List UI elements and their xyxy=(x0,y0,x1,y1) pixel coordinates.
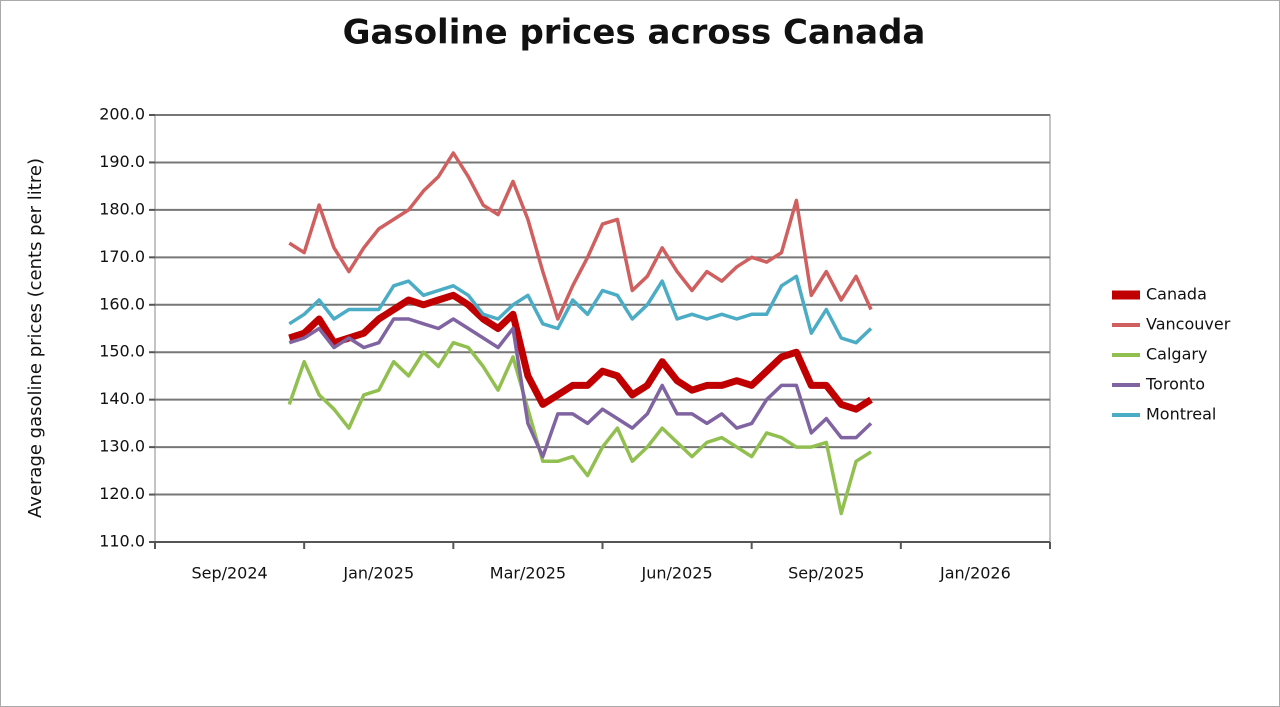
legend-label: Calgary xyxy=(1146,345,1207,364)
series-line xyxy=(287,340,872,516)
series-line xyxy=(288,151,873,321)
series-line xyxy=(288,291,873,413)
chart-title: Gasoline prices across Canada xyxy=(343,13,926,53)
x-tick-label: Sep/2025 xyxy=(788,564,864,583)
legend-label: Toronto xyxy=(1145,375,1205,394)
y-tick-label: 120.0 xyxy=(99,484,145,503)
y-tick-label: 200.0 xyxy=(99,105,145,124)
y-axis-label: Average gasoline prices (cents per litre… xyxy=(25,158,46,518)
x-tick-label: Sep/2024 xyxy=(191,564,267,583)
x-tick-label: Jan/2026 xyxy=(939,564,1011,583)
y-tick-label: 130.0 xyxy=(99,437,145,456)
y-tick-label: 140.0 xyxy=(99,389,145,408)
y-tick-label: 190.0 xyxy=(99,152,145,171)
series-line xyxy=(288,317,873,459)
y-tick-label: 150.0 xyxy=(99,342,145,361)
y-tick-label: 170.0 xyxy=(99,247,145,266)
plot-area xyxy=(154,114,1051,543)
x-tick-label: Mar/2025 xyxy=(490,564,566,583)
legend-label: Canada xyxy=(1146,285,1207,304)
x-tick-label: Jan/2025 xyxy=(342,564,414,583)
y-tick-label: 110.0 xyxy=(99,532,145,551)
x-tick-label: Jun/2025 xyxy=(641,564,713,583)
series-line xyxy=(288,274,873,345)
y-tick-label: 180.0 xyxy=(99,199,145,218)
legend-label: Vancouver xyxy=(1146,315,1231,334)
y-tick-label: 160.0 xyxy=(99,294,145,313)
legend-label: Montreal xyxy=(1146,405,1216,424)
